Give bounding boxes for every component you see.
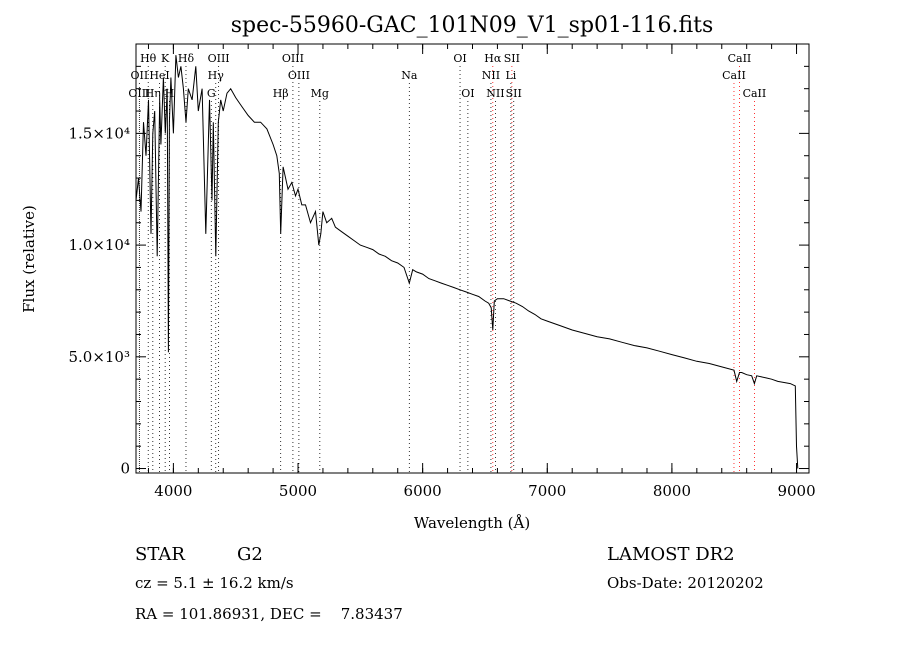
y-tick-label: 0 [120,460,130,478]
line-label: G [207,87,216,100]
line-label: Mg [311,87,329,100]
line-label: NII [482,69,500,82]
x-axis-label: Wavelength (Å) [414,514,530,532]
line-label: Hη [145,87,161,100]
object-subclass: G2 [237,544,263,565]
coordinates-info: RA = 101.86931, DEC = 7.83437 [135,605,403,623]
line-label: OIII [282,52,304,65]
line-label: SII [504,52,520,65]
info-panel: STAR G2 cz = 5.1 ± 16.2 km/s RA = 101.86… [135,544,764,623]
line-label: Hδ [178,52,195,65]
line-label: Hα [484,52,502,65]
line-label: OI [461,87,474,100]
line-label: NII [486,87,504,100]
line-label: OIII [208,52,230,65]
spectral-line-markers [138,66,755,473]
observation-date: Obs-Date: 20120202 [607,574,764,592]
line-label: H [165,87,175,100]
line-label: CaII [722,69,746,82]
spectrum-line [135,55,799,469]
y-axis-label: Flux (relative) [20,205,38,313]
y-tick-label: 1.0×10⁴ [68,236,130,254]
chart-title: spec-55960-GAC_101N09_V1_sp01-116.fits [231,13,714,38]
line-label: Hθ [140,52,157,65]
x-tick-label: 4000 [154,482,192,500]
survey-name: LAMOST DR2 [607,544,735,565]
x-tick-label: 9000 [777,482,815,500]
x-tick-label: 5000 [279,482,317,500]
line-label: CaII [743,87,767,100]
line-label: Li [505,69,516,82]
x-tick-label: 8000 [653,482,691,500]
line-label: Hγ [208,69,225,82]
x-tick-label: 7000 [528,482,566,500]
line-label: OIII [288,69,310,82]
line-label: CaII [728,52,752,65]
x-tick-label: 6000 [404,482,442,500]
line-label: SII [506,87,522,100]
x-axis: 4000 5000 6000 7000 8000 9000 [147,44,816,500]
y-tick-label: 1.5×10⁴ [68,124,130,142]
line-label: K [161,52,170,65]
y-axis: 0 5.0×10³ 1.0×10⁴ 1.5×10⁴ [68,65,809,478]
y-tick-label: 5.0×10³ [68,348,130,366]
line-label: OII [131,69,149,82]
line-label: Hβ [273,87,289,100]
plot-frame [135,43,810,474]
redshift-info: cz = 5.1 ± 16.2 km/s [135,574,294,592]
line-label: OI [453,52,466,65]
line-label: Na [401,69,418,82]
line-label: HeI [149,69,169,82]
object-class: STAR [135,544,185,565]
line-label: OIII [128,87,150,100]
